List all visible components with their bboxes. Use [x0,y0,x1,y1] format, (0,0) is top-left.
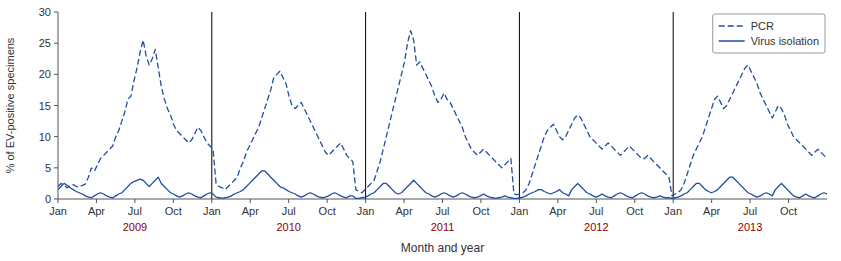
x-tick-label: Oct [472,205,489,217]
x-axis-line [58,199,827,200]
y-tick [54,167,58,168]
x-tick-label: Oct [165,205,182,217]
y-tick [54,136,58,137]
y-tick-label: 20 [39,68,51,80]
year-label: 2010 [276,221,300,233]
y-tick [54,12,58,13]
x-tick [288,199,289,203]
lines [58,31,827,199]
x-tick [404,199,405,203]
x-tick [250,199,251,203]
x-tick-label: Oct [319,205,336,217]
year-separators [212,12,673,199]
x-tick [327,199,328,203]
legend-box [713,14,825,53]
series-line [58,171,827,198]
y-tick [54,74,58,75]
legend-label: PCR [751,20,774,32]
x-tick [480,199,481,203]
year-separator [673,12,674,199]
y-tick-label: 0 [45,193,51,205]
chart: 0 5 10 15 20 25 30 Jan Apr Jul Oct Jan Apr Jul Oct Jan A… [0,0,841,261]
y-tick-label: 25 [39,37,51,49]
x-axis-label: Month and year [401,241,484,255]
x-tick [634,199,635,203]
x-tick-label: Jan [49,205,67,217]
y-axis-label: % of EV-positive specimens [4,37,16,173]
year-separator [365,12,366,199]
y-tick-label: 30 [39,6,51,18]
year-label: 2012 [584,221,608,233]
x-tick-label: Jan [664,205,682,217]
x-tick-label: Jul [282,205,296,217]
x-tick-label: Jul [128,205,142,217]
y-tick-label: 5 [45,162,51,174]
x-tick-label: Apr [395,205,412,217]
y-tick [54,43,58,44]
x-tick [134,199,135,203]
year-label: 2011 [431,221,455,233]
chart-container: 0 5 10 15 20 25 30 Jan Apr Jul Oct Jan Apr Jul Oct Jan A… [0,0,841,261]
x-tick-label: Apr [549,205,566,217]
x-tick [58,199,59,203]
x-axis: Jan Apr Jul Oct Jan Apr Jul Oct Jan Apr Jul Oct Jan A… [49,199,827,217]
x-tick [673,199,674,203]
x-tick [211,199,212,203]
series-line [58,31,827,196]
legend: PCR Virus isolation [713,14,825,53]
x-tick [442,199,443,203]
x-tick-label: Jan [511,205,529,217]
x-tick-label: Jul [743,205,757,217]
legend-swatch [719,25,745,27]
y-tick [54,105,58,106]
x-tick [711,199,712,203]
x-tick-label: Oct [626,205,643,217]
x-tick-label: Jan [203,205,221,217]
x-tick-label: Oct [780,205,797,217]
year-separator [211,12,212,199]
x-tick [96,199,97,203]
x-tick-label: Jan [357,205,375,217]
x-tick [557,199,558,203]
x-tick-label: Apr [88,205,105,217]
x-tick [365,199,366,203]
annotations: 2009 2010 2011 2012 2013 [123,221,763,233]
x-tick-label: Jul [435,205,449,217]
year-label: 2009 [123,221,147,233]
legend-swatch [719,40,745,42]
x-tick [519,199,520,203]
x-tick [788,199,789,203]
legend-label: Virus isolation [751,35,819,47]
year-separator [519,12,520,199]
y-tick-label: 15 [39,100,51,112]
x-tick [596,199,597,203]
year-label: 2013 [738,221,762,233]
y-tick [54,199,58,200]
x-tick [173,199,174,203]
x-tick-label: Apr [703,205,720,217]
y-axis-line [58,12,59,199]
x-tick-label: Jul [589,205,603,217]
y-tick-label: 10 [39,131,51,143]
y-axis: 0 5 10 15 20 25 30 [39,6,58,205]
x-tick-label: Apr [242,205,259,217]
x-tick [750,199,751,203]
